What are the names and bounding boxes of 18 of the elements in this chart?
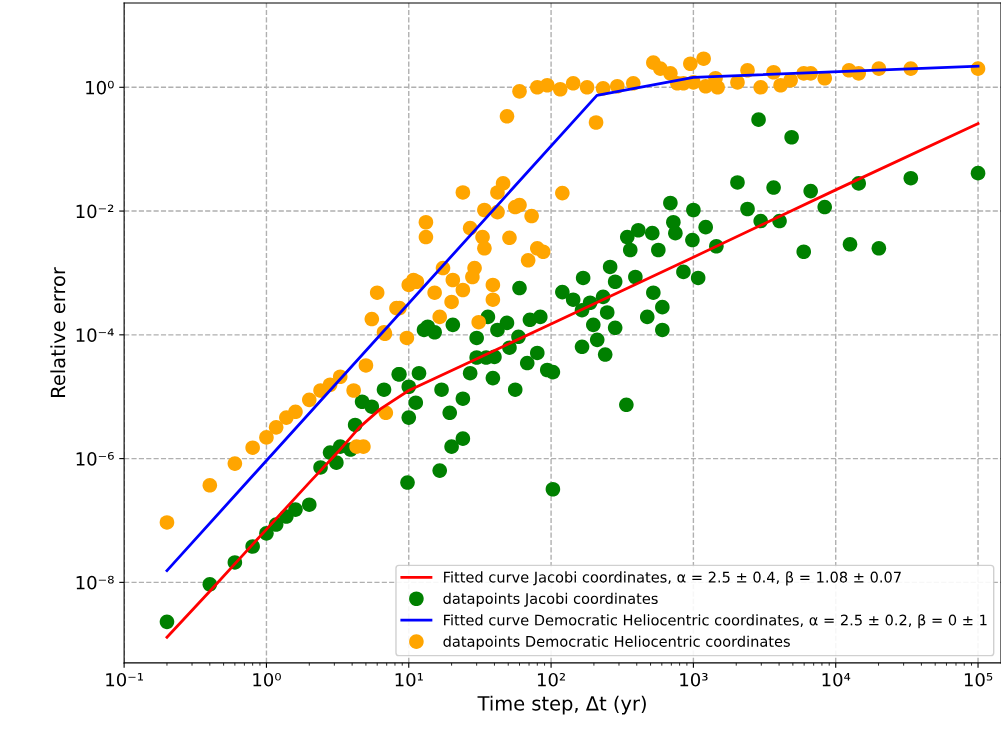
y-tick-label: 10⁻⁶ bbox=[76, 452, 114, 466]
x-tick-label: 10⁵ bbox=[964, 672, 993, 687]
y-tick-label: 10⁻⁸ bbox=[76, 575, 114, 590]
y-tick-label: 10⁻⁴ bbox=[76, 328, 114, 342]
legend-label: datapoints Jacobi coordinates bbox=[443, 592, 658, 607]
legend-label: datapoints Democratic Heliocentric coordinates bbox=[443, 635, 790, 650]
legend-label: Fitted curve Jacobi coordinates, α = 2.5 ± 0.4, β = 1.08 ± 0.07 bbox=[444, 571, 901, 586]
y-axis-title: Relative error bbox=[50, 267, 66, 397]
x-tick-label: 10² bbox=[537, 672, 566, 687]
x-tick-label: 10³ bbox=[680, 672, 708, 687]
legend-label: Fitted curve Democratic Heliocentric coordinates, α = 2.5 ± 0.2, β = 0 ± 1 bbox=[444, 614, 987, 629]
x-tick-label: 10⁻¹ bbox=[106, 672, 144, 687]
x-tick-label: 10⁰ bbox=[253, 672, 281, 687]
x-tick-label: 10¹ bbox=[395, 672, 423, 687]
x-axis-title: Time step, Δt (yr) bbox=[477, 695, 646, 715]
y-tick-label: 10⁻² bbox=[76, 204, 114, 219]
y-tick-label: 10⁰ bbox=[86, 80, 114, 95]
x-tick-label: 10⁴ bbox=[822, 672, 851, 687]
